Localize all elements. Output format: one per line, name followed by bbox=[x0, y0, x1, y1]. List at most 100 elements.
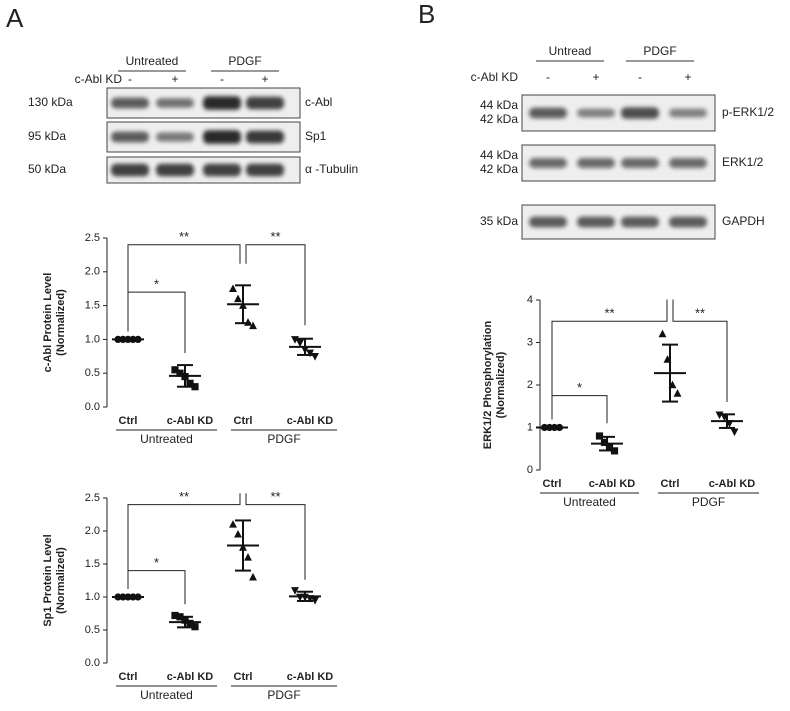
blot-band bbox=[529, 216, 567, 228]
data-point bbox=[291, 587, 299, 595]
y-tick-label: 1.0 bbox=[85, 333, 100, 345]
data-point bbox=[244, 553, 252, 561]
group-label: Untreated bbox=[140, 688, 193, 702]
y-tick-label: 2.5 bbox=[85, 492, 100, 504]
data-point bbox=[229, 520, 237, 528]
blot-lane-sign: + bbox=[592, 70, 599, 84]
x-tick-label: Ctrl bbox=[661, 478, 680, 490]
blot-size-label: 50 kDa bbox=[28, 162, 66, 176]
blot-protein-label: p-ERK1/2 bbox=[722, 105, 774, 119]
blot-band bbox=[577, 158, 615, 168]
data-point bbox=[658, 329, 667, 338]
significance-bracket bbox=[245, 493, 306, 580]
significance-label: ** bbox=[270, 229, 280, 244]
panel-label: A bbox=[6, 3, 24, 33]
data-point bbox=[176, 369, 184, 377]
significance-bracket bbox=[127, 493, 241, 589]
blot-size-label: 44 kDa bbox=[480, 148, 518, 162]
blot-band bbox=[621, 107, 659, 119]
significance-bracket bbox=[127, 291, 186, 354]
data-point bbox=[311, 353, 319, 361]
significance-bracket bbox=[127, 244, 241, 332]
y-tick-label: 0 bbox=[527, 464, 533, 476]
blot-size-label: 42 kDa bbox=[480, 162, 518, 176]
y-tick-label: 0.0 bbox=[85, 657, 100, 669]
data-point bbox=[171, 366, 179, 374]
y-tick-label: 1.5 bbox=[85, 558, 100, 570]
data-point bbox=[600, 438, 609, 446]
blot-group-label: Untreated bbox=[126, 54, 179, 68]
data-point bbox=[186, 619, 194, 627]
group-label: PDGF bbox=[692, 495, 725, 509]
group-label: PDGF bbox=[267, 432, 300, 446]
x-tick-label: c-Abl KD bbox=[167, 671, 214, 683]
significance-bracket bbox=[551, 395, 608, 424]
group-label: PDGF bbox=[267, 688, 300, 702]
y-tick-label: 2.5 bbox=[85, 232, 100, 244]
significance-label: ** bbox=[179, 229, 189, 244]
data-point bbox=[249, 572, 257, 581]
blot-size-label: 35 kDa bbox=[480, 214, 518, 228]
x-tick-label: c-Abl KD bbox=[287, 415, 334, 427]
data-point bbox=[229, 284, 237, 292]
data-point bbox=[673, 389, 682, 397]
panel-label: B bbox=[418, 0, 435, 29]
x-tick-label: Ctrl bbox=[119, 671, 138, 683]
blot-band bbox=[111, 163, 149, 177]
x-tick-label: Ctrl bbox=[234, 671, 253, 683]
blot-band bbox=[621, 216, 659, 228]
y-tick-label: 1.0 bbox=[85, 591, 100, 603]
significance-label: * bbox=[154, 555, 159, 570]
blot-band bbox=[203, 96, 241, 110]
blot-group-label: PDGF bbox=[643, 44, 676, 58]
blot-band bbox=[529, 158, 567, 168]
blot-protein-label: c-Abl bbox=[305, 95, 332, 109]
blot-band bbox=[203, 163, 241, 177]
blot-condition: c-Abl KD bbox=[471, 70, 519, 84]
x-tick-label: c-Abl KD bbox=[287, 671, 334, 683]
x-tick-label: c-Abl KD bbox=[589, 478, 636, 490]
data-point bbox=[191, 623, 199, 631]
blot-band bbox=[246, 96, 284, 110]
y-axis-label: (Normalized) bbox=[55, 547, 67, 614]
blot-protein-label: α -Tubulin bbox=[305, 162, 358, 176]
data-point bbox=[249, 321, 257, 330]
blot-lane-sign: - bbox=[546, 70, 550, 84]
significance-label: * bbox=[154, 277, 159, 292]
blot-lane-sign: + bbox=[171, 72, 178, 86]
y-tick-label: 0.0 bbox=[85, 401, 100, 413]
y-axis-label: (Normalized) bbox=[495, 351, 507, 418]
data-point bbox=[191, 383, 199, 391]
blot-band bbox=[621, 158, 659, 168]
blot-group-label: PDGF bbox=[228, 54, 261, 68]
blot-condition: c-Abl KD bbox=[75, 72, 123, 86]
blot-band bbox=[577, 216, 615, 228]
blot-size-label: 44 kDa bbox=[480, 98, 518, 112]
data-point bbox=[234, 294, 242, 303]
blot-band bbox=[529, 107, 567, 119]
significance-bracket bbox=[551, 299, 668, 420]
significance-label: ** bbox=[604, 306, 614, 321]
significance-label: * bbox=[577, 380, 582, 395]
y-axis-label: ERK1/2 Phosphorylation bbox=[482, 321, 494, 450]
blot-protein-label: GAPDH bbox=[722, 214, 765, 228]
blot-group-label: Untread bbox=[549, 44, 592, 58]
blot-size-label: 130 kDa bbox=[28, 95, 73, 109]
blot-protein-label: Sp1 bbox=[305, 129, 327, 143]
blot-lane-sign: - bbox=[638, 70, 642, 84]
x-tick-label: Ctrl bbox=[543, 478, 562, 490]
blot-band bbox=[156, 132, 194, 142]
group-label: Untreated bbox=[563, 495, 616, 509]
y-tick-label: 2.0 bbox=[85, 525, 100, 537]
blot-protein-label: ERK1/2 bbox=[722, 155, 764, 169]
y-axis-label: Sp1 Protein Level bbox=[42, 534, 54, 626]
blot-size-label: 95 kDa bbox=[28, 129, 66, 143]
blot-band bbox=[203, 130, 241, 144]
x-tick-label: Ctrl bbox=[234, 415, 253, 427]
significance-label: ** bbox=[270, 489, 280, 504]
blot-band bbox=[669, 108, 707, 118]
blot-lane-sign: + bbox=[684, 70, 691, 84]
significance-bracket bbox=[672, 299, 728, 402]
y-tick-label: 1 bbox=[527, 421, 533, 433]
